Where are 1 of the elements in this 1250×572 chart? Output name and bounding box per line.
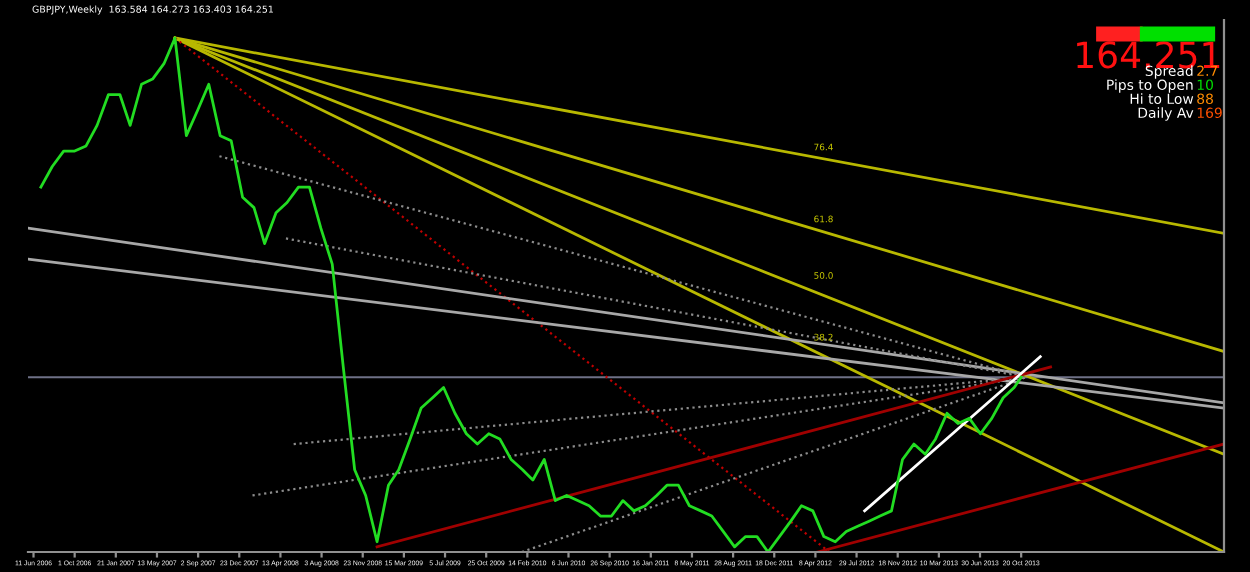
annotation: 164.251 [1077, 41, 1220, 69]
